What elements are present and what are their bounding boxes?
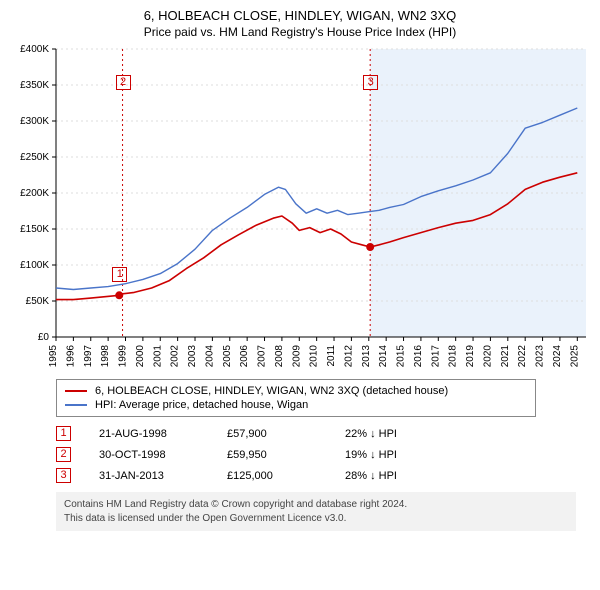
svg-text:2019: 2019 [465,345,476,368]
svg-text:2008: 2008 [274,345,285,368]
svg-text:£250K: £250K [20,152,49,163]
svg-text:2003: 2003 [187,345,198,368]
svg-text:£350K: £350K [20,80,49,91]
svg-text:1999: 1999 [118,345,129,368]
svg-text:2013: 2013 [361,345,372,368]
legend-item: HPI: Average price, detached house, Wiga… [65,398,527,412]
svg-text:2012: 2012 [343,345,354,368]
event-price: £125,000 [227,470,317,482]
event-marker-box: 1 [56,426,71,441]
event-delta: 28% ↓ HPI [345,470,397,482]
event-marker-1: 1 [112,267,127,282]
legend-item: 6, HOLBEACH CLOSE, HINDLEY, WIGAN, WN2 3… [65,384,527,398]
svg-text:2020: 2020 [482,345,493,368]
svg-text:2025: 2025 [569,345,580,368]
svg-text:2024: 2024 [552,345,563,368]
svg-text:£0: £0 [38,332,50,343]
svg-text:2021: 2021 [500,345,511,368]
event-marker-box: 3 [56,468,71,483]
chart-svg: £0 £50K £100K £150K £200K £250K £300K £350K £400… [6,45,594,375]
svg-text:£400K: £400K [20,45,49,55]
legend-swatch [65,390,87,392]
events-table: 1 21-AUG-1998 £57,900 22% ↓ HPI 2 30-OCT-1998… [56,423,594,486]
legend: 6, HOLBEACH CLOSE, HINDLEY, WIGAN, WN2 3… [56,379,536,417]
svg-text:2001: 2001 [152,345,163,368]
attribution: Contains HM Land Registry data © Crown c… [56,492,576,531]
event-date: 31-JAN-2013 [99,470,199,482]
svg-text:£300K: £300K [20,116,49,127]
svg-text:£150K: £150K [20,224,49,235]
page-title: 6, HOLBEACH CLOSE, HINDLEY, WIGAN, WN2 3… [6,8,594,23]
svg-text:2007: 2007 [257,345,268,368]
event-marker-box: 2 [56,447,71,462]
page-subtitle: Price paid vs. HM Land Registry's House … [6,25,594,39]
event-price: £57,900 [227,428,317,440]
svg-text:1998: 1998 [100,345,111,368]
event-row: 3 31-JAN-2013 £125,000 28% ↓ HPI [56,465,594,486]
svg-text:£50K: £50K [26,296,50,307]
svg-text:2015: 2015 [396,345,407,368]
svg-text:£200K: £200K [20,188,49,199]
legend-swatch [65,404,87,406]
svg-text:1995: 1995 [48,345,59,368]
event-marker-3: 3 [363,75,378,90]
event-row: 2 30-OCT-1998 £59,950 19% ↓ HPI [56,444,594,465]
event-marker-2: 2 [116,75,131,90]
svg-text:2018: 2018 [448,345,459,368]
event-row: 1 21-AUG-1998 £57,900 22% ↓ HPI [56,423,594,444]
svg-text:1997: 1997 [83,345,94,368]
svg-text:£100K: £100K [20,260,49,271]
attribution-line2: This data is licensed under the Open Gov… [64,512,568,526]
event-date: 30-OCT-1998 [99,449,199,461]
svg-text:2010: 2010 [309,345,320,368]
svg-text:2014: 2014 [378,345,389,368]
svg-text:2005: 2005 [222,345,233,368]
svg-text:2002: 2002 [170,345,181,368]
event-price: £59,950 [227,449,317,461]
svg-text:2000: 2000 [135,345,146,368]
svg-text:2023: 2023 [535,345,546,368]
price-chart: £0 £50K £100K £150K £200K £250K £300K £350K £400… [6,45,594,375]
svg-text:2022: 2022 [517,345,528,368]
event-delta: 19% ↓ HPI [345,449,397,461]
legend-label: 6, HOLBEACH CLOSE, HINDLEY, WIGAN, WN2 3… [95,385,448,397]
attribution-line1: Contains HM Land Registry data © Crown c… [64,498,568,512]
svg-text:2009: 2009 [291,345,302,368]
svg-text:1996: 1996 [65,345,76,368]
svg-text:2006: 2006 [239,345,250,368]
event-date: 21-AUG-1998 [99,428,199,440]
svg-text:2017: 2017 [430,345,441,368]
svg-text:2011: 2011 [326,345,337,367]
svg-text:2016: 2016 [413,345,424,368]
legend-label: HPI: Average price, detached house, Wiga… [95,399,308,411]
event-delta: 22% ↓ HPI [345,428,397,440]
svg-text:2004: 2004 [204,345,215,368]
